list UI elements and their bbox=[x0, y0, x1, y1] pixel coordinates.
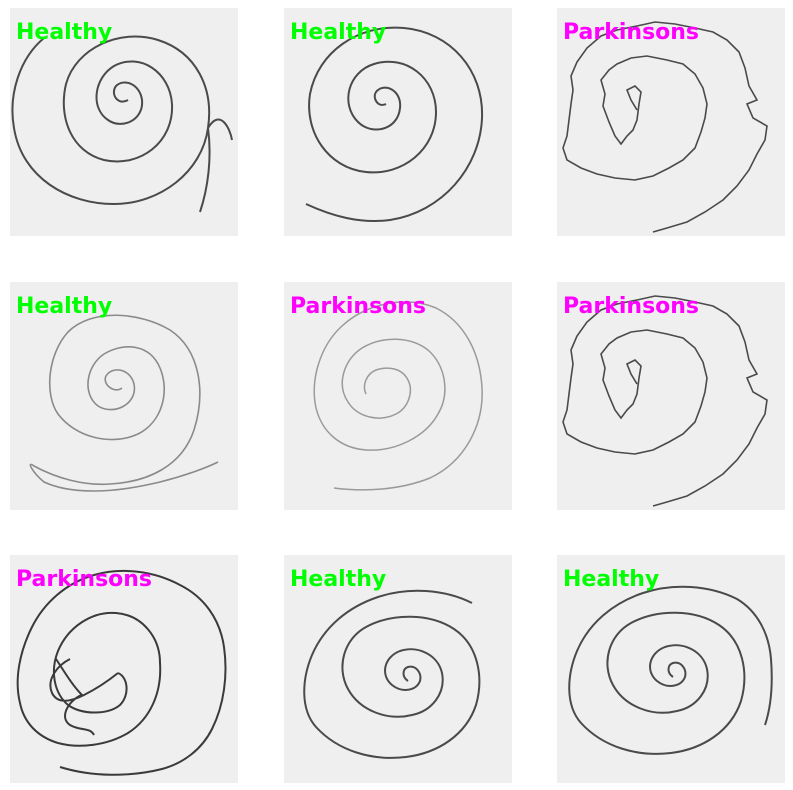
prediction-label: Parkinsons bbox=[563, 294, 700, 319]
spiral-drawing bbox=[305, 26, 484, 223]
spiral-tile-8: Healthy bbox=[284, 555, 512, 783]
spiral-tile-9: Healthy bbox=[557, 555, 785, 783]
spiral-tile-6: Parkinsons bbox=[557, 282, 785, 510]
prediction-label: Parkinsons bbox=[290, 294, 427, 319]
prediction-label: Parkinsons bbox=[16, 567, 153, 592]
spiral-tile-2: Healthy bbox=[284, 8, 512, 236]
prediction-label: Healthy bbox=[16, 294, 113, 319]
spiral-drawing bbox=[562, 21, 768, 233]
spiral-tile-3: Parkinsons bbox=[557, 8, 785, 236]
spiral-tile-7: Parkinsons bbox=[10, 555, 238, 783]
spiral-drawing bbox=[303, 589, 481, 759]
spiral-drawing bbox=[313, 301, 483, 491]
spiral-drawing bbox=[11, 35, 233, 213]
prediction-label: Healthy bbox=[563, 567, 660, 592]
spiral-drawing bbox=[29, 314, 219, 492]
prediction-label: Healthy bbox=[16, 20, 113, 45]
spiral-drawing bbox=[562, 295, 768, 507]
prediction-label: Healthy bbox=[290, 20, 387, 45]
prediction-label: Parkinsons bbox=[563, 20, 700, 45]
spiral-tile-1: Healthy bbox=[10, 8, 238, 236]
spiral-drawing bbox=[16, 569, 227, 776]
spiral-tile-5: Parkinsons bbox=[284, 282, 512, 510]
spiral-drawing bbox=[568, 585, 773, 755]
spiral-tile-4: Healthy bbox=[10, 282, 238, 510]
prediction-label: Healthy bbox=[290, 567, 387, 592]
